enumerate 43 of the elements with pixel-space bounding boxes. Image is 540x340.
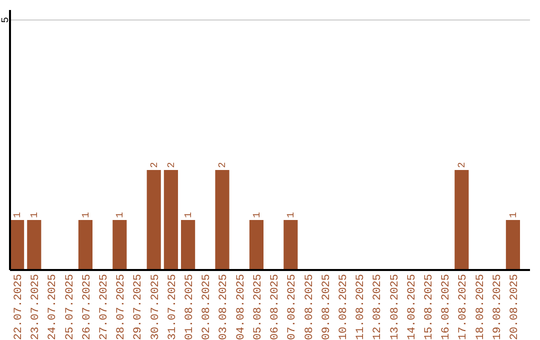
x-tick-label: 23.07.2025 xyxy=(30,274,42,340)
data-label: 2 xyxy=(218,162,230,168)
x-tick-label: 27.07.2025 xyxy=(98,274,111,340)
x-tick-label: 05.08.2025 xyxy=(252,274,264,340)
x-tick-label: 31.07.2025 xyxy=(166,274,179,340)
x-tick-label: 17.08.2025 xyxy=(458,274,470,340)
x-tick-label: 10.08.2025 xyxy=(338,274,350,340)
x-tick-label: 30.07.2025 xyxy=(150,274,162,340)
data-label: 1 xyxy=(30,212,42,218)
x-tick-label: 29.07.2025 xyxy=(132,274,145,340)
x-tick-label: 15.08.2025 xyxy=(423,274,436,340)
data-label: 2 xyxy=(166,162,178,168)
y-tick-label: 5 xyxy=(1,16,12,24)
data-label: 2 xyxy=(150,162,161,168)
data-label: 2 xyxy=(458,162,469,168)
data-label: 1 xyxy=(116,212,127,218)
data-label: 1 xyxy=(13,212,24,218)
x-tick-label: 13.08.2025 xyxy=(389,274,402,340)
x-tick-label: 22.07.2025 xyxy=(13,274,26,340)
x-tick-label: 04.08.2025 xyxy=(235,274,248,340)
x-tick-label: 26.07.2025 xyxy=(81,274,94,340)
x-tick-label: 19.08.2025 xyxy=(492,274,504,340)
x-tick-label: 01.08.2025 xyxy=(184,274,196,340)
x-tick-label: 11.08.2025 xyxy=(355,274,368,340)
data-label: 1 xyxy=(81,212,92,218)
x-tick-label: 06.08.2025 xyxy=(270,274,282,340)
data-label: 1 xyxy=(508,212,520,218)
x-tick-label: 20.08.2025 xyxy=(508,274,521,340)
x-tick-label: 18.08.2025 xyxy=(474,274,487,340)
x-tick-label: 14.08.2025 xyxy=(406,274,418,340)
x-tick-label: 07.08.2025 xyxy=(286,274,299,340)
x-tick-label: 09.08.2025 xyxy=(320,274,333,340)
x-tick-label: 24.07.2025 xyxy=(47,274,60,340)
data-label: 1 xyxy=(184,212,196,218)
x-tick-label: 25.07.2025 xyxy=(64,274,76,340)
x-tick-label: 12.08.2025 xyxy=(372,274,384,340)
data-label: 1 xyxy=(252,212,264,218)
x-tick-label: 28.07.2025 xyxy=(116,274,128,340)
x-tick-label: 02.08.2025 xyxy=(201,274,214,340)
data-label: 1 xyxy=(286,212,298,218)
x-tick-label: 03.08.2025 xyxy=(218,274,230,340)
x-tick-label: 16.08.2025 xyxy=(440,274,453,340)
x-tick-label: 08.08.2025 xyxy=(304,274,316,340)
